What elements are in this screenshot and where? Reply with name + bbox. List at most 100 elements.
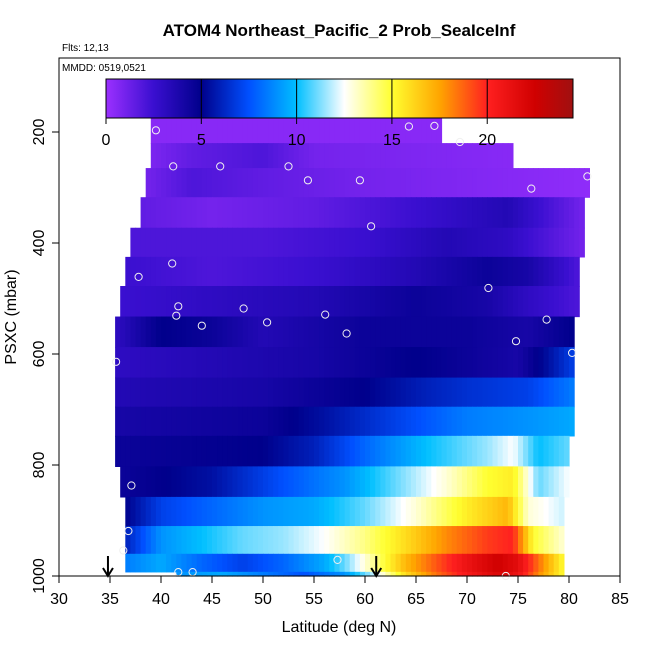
heatmap-cell bbox=[344, 466, 351, 498]
heatmap-cell bbox=[135, 316, 142, 348]
heatmap-cell bbox=[558, 227, 565, 258]
heatmap-cell bbox=[426, 168, 432, 198]
heatmap-cell bbox=[161, 406, 167, 437]
heatmap-cell bbox=[436, 286, 443, 318]
heatmap-cell bbox=[451, 571, 458, 577]
heatmap-cell bbox=[176, 256, 182, 287]
heatmap-cell bbox=[324, 227, 330, 258]
heatmap-cell bbox=[196, 347, 203, 379]
heatmap-cell bbox=[569, 377, 575, 408]
heatmap-cell bbox=[370, 286, 376, 318]
heatmap-cell bbox=[528, 553, 534, 573]
heatmap-cell bbox=[196, 571, 203, 577]
heatmap-cell bbox=[166, 143, 172, 169]
heatmap-cell bbox=[283, 466, 290, 498]
heatmap-cell bbox=[263, 553, 269, 573]
heatmap-cell bbox=[467, 377, 473, 408]
heatmap-cell bbox=[227, 496, 233, 527]
heatmap-cell bbox=[252, 377, 259, 408]
heatmap-cell bbox=[257, 406, 264, 437]
heatmap-cell bbox=[385, 227, 392, 258]
heatmap-cell bbox=[563, 286, 570, 318]
heatmap-cell bbox=[533, 435, 539, 467]
heatmap-cell bbox=[492, 168, 499, 198]
heatmap-cell bbox=[161, 435, 167, 467]
heatmap-cell bbox=[171, 406, 177, 437]
heatmap-cell bbox=[196, 316, 203, 348]
heatmap-cell bbox=[446, 466, 453, 498]
heatmap-cell bbox=[523, 227, 529, 258]
heatmap-cell bbox=[293, 377, 300, 408]
heatmap-cell bbox=[512, 256, 519, 287]
heatmap-cell bbox=[283, 143, 290, 169]
heatmap-cell bbox=[191, 316, 198, 348]
heatmap-cell bbox=[456, 553, 463, 573]
heatmap-cell bbox=[196, 466, 203, 498]
heatmap-cell bbox=[308, 347, 315, 379]
heatmap-cell bbox=[569, 197, 575, 229]
heatmap-cell bbox=[558, 435, 565, 467]
heatmap-cell bbox=[574, 256, 580, 287]
heatmap-cell bbox=[410, 466, 417, 498]
heatmap-cell bbox=[502, 406, 509, 437]
heatmap-cell bbox=[385, 347, 392, 379]
heatmap-cell bbox=[161, 227, 167, 258]
heatmap-cell bbox=[242, 256, 249, 287]
heatmap-cell bbox=[563, 347, 570, 379]
heatmap-cell bbox=[166, 286, 172, 318]
y-tick-label: 1000 bbox=[31, 558, 48, 594]
heatmap-cell bbox=[181, 435, 188, 467]
heatmap-cell bbox=[263, 347, 269, 379]
heatmap-cell bbox=[461, 496, 468, 527]
heatmap-cell bbox=[278, 526, 284, 555]
heatmap-cell bbox=[115, 377, 121, 408]
heatmap-cell bbox=[477, 197, 483, 229]
heatmap-cell bbox=[130, 406, 137, 437]
heatmap-cell bbox=[512, 168, 519, 198]
heatmap-cell bbox=[390, 197, 397, 229]
heatmap-cell bbox=[339, 256, 346, 287]
heatmap-cell bbox=[533, 316, 539, 348]
heatmap-cell bbox=[273, 143, 279, 169]
heatmap-cell bbox=[227, 553, 233, 573]
heatmap-cell bbox=[155, 256, 162, 287]
heatmap-cell bbox=[288, 496, 295, 527]
heatmap-cell bbox=[416, 286, 422, 318]
heatmap-cell bbox=[298, 571, 305, 577]
heatmap-cell bbox=[569, 227, 575, 258]
heatmap-cell bbox=[543, 435, 550, 467]
heatmap-cell bbox=[135, 553, 142, 573]
heatmap-cell bbox=[548, 553, 555, 573]
heatmap-cell bbox=[125, 347, 131, 379]
heatmap-cell bbox=[344, 227, 351, 258]
heatmap-cell bbox=[217, 115, 223, 144]
heatmap-cell bbox=[416, 553, 422, 573]
heatmap-cell bbox=[212, 553, 218, 573]
data-point bbox=[404, 122, 413, 131]
heatmap-cell bbox=[324, 377, 330, 408]
heatmap-cell bbox=[329, 571, 335, 577]
heatmap-cell bbox=[171, 553, 177, 573]
heatmap-cell bbox=[206, 466, 213, 498]
heatmap-cell bbox=[237, 377, 244, 408]
heatmap-cell bbox=[288, 256, 295, 287]
heatmap-cell bbox=[344, 435, 351, 467]
heatmap-cell bbox=[298, 526, 305, 555]
heatmap-cell bbox=[278, 496, 284, 527]
heatmap-cell bbox=[263, 435, 269, 467]
heatmap-cell bbox=[135, 256, 142, 287]
heatmap-cell bbox=[201, 496, 208, 527]
heatmap-cell bbox=[303, 466, 310, 498]
heatmap-cell bbox=[467, 347, 473, 379]
heatmap-cell bbox=[257, 227, 264, 258]
heatmap-cell bbox=[482, 466, 488, 498]
heatmap-cell bbox=[451, 286, 458, 318]
heatmap-cell bbox=[150, 435, 157, 467]
heatmap-cell bbox=[502, 256, 509, 287]
heatmap-cell bbox=[426, 496, 432, 527]
heatmap-cell bbox=[380, 571, 386, 577]
heatmap-cell bbox=[120, 286, 126, 318]
heatmap-cell bbox=[558, 526, 565, 555]
heatmap-cell bbox=[263, 143, 269, 169]
heatmap-cell bbox=[171, 256, 177, 287]
